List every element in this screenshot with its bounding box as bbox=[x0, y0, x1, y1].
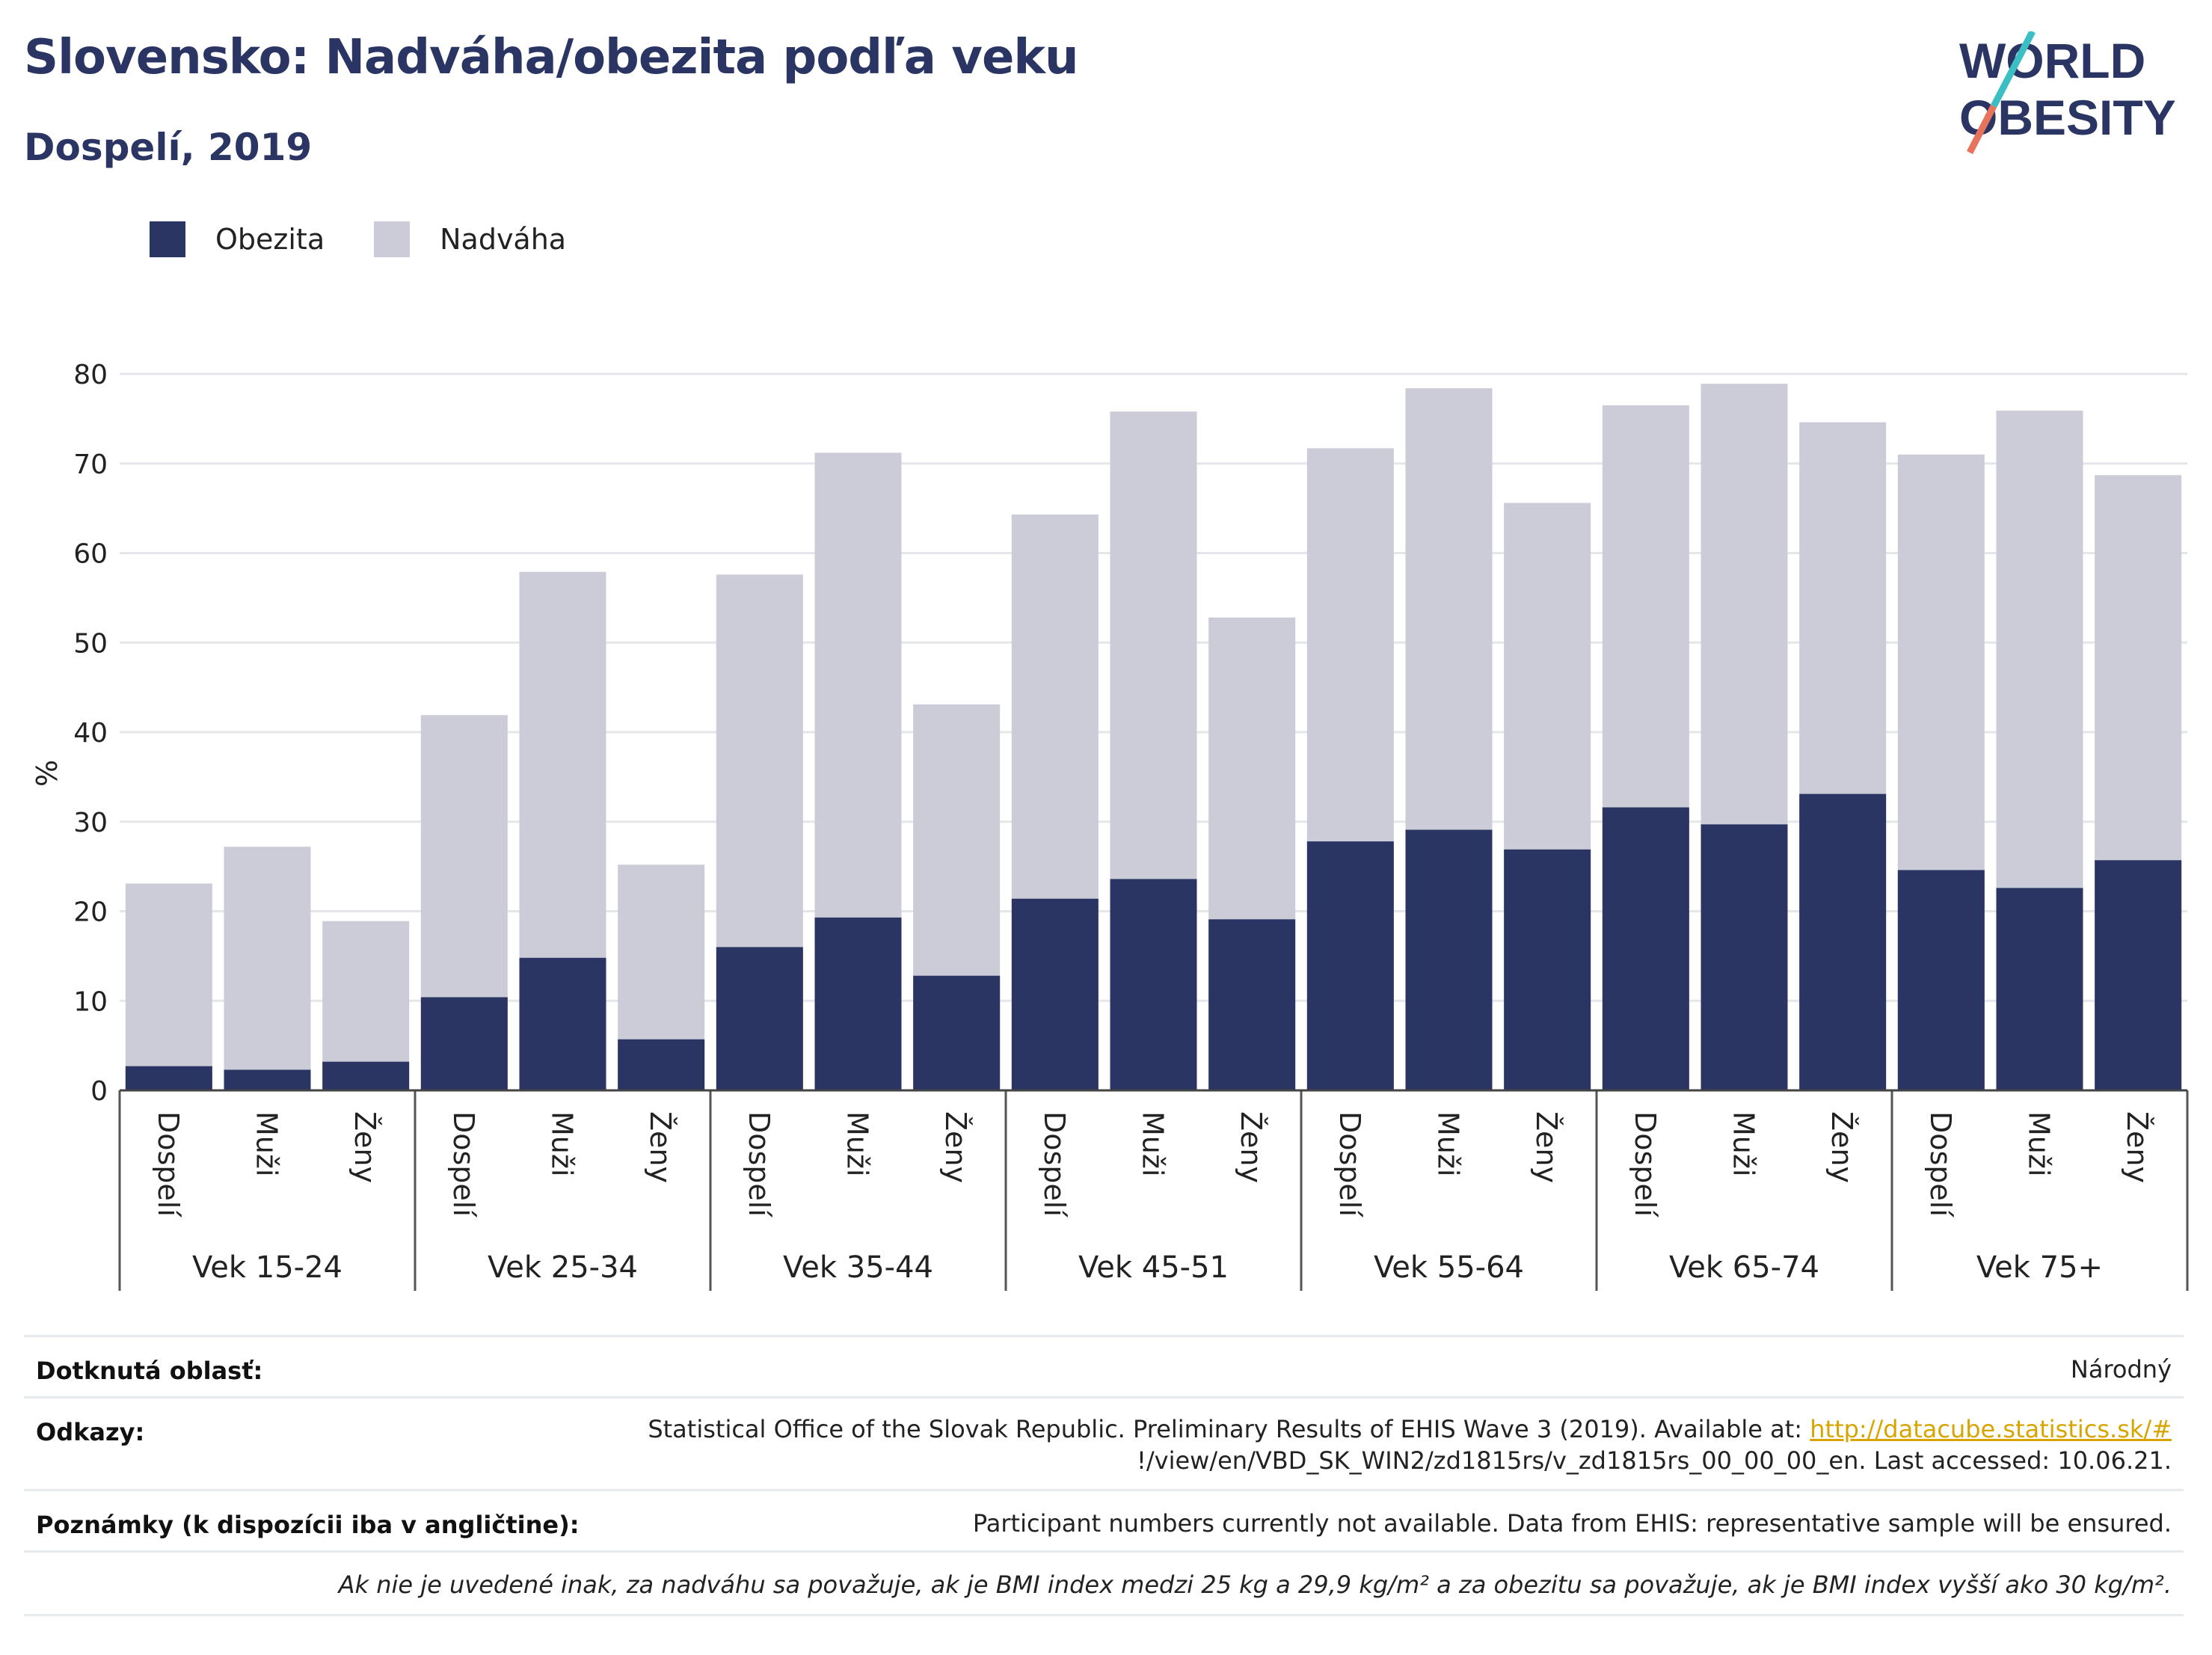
bar-obezita bbox=[420, 997, 508, 1090]
legend-item-obezita[interactable]: Obezita bbox=[150, 221, 325, 257]
legend-label-nadvaha: Nadváha bbox=[440, 223, 567, 256]
y-tick-label: 60 bbox=[73, 539, 108, 570]
bar-obezita bbox=[716, 947, 803, 1090]
x-tick-label: Dospelí bbox=[447, 1111, 480, 1218]
legend-swatch-obezita bbox=[150, 221, 185, 257]
notes-value: Participant numbers currently not availa… bbox=[972, 1509, 2172, 1538]
group-label: Vek 15-24 bbox=[192, 1250, 342, 1285]
logo-slash-teal bbox=[1991, 31, 2036, 108]
logo-slash-coral bbox=[1967, 104, 1997, 155]
x-tick-label: Ženy bbox=[644, 1111, 677, 1183]
y-axis-label: % bbox=[31, 760, 64, 787]
bar-obezita bbox=[1504, 849, 1591, 1090]
bar-obezita bbox=[2095, 860, 2182, 1090]
y-tick-label: 70 bbox=[73, 449, 108, 480]
chart-legend: Obezita Nadváha bbox=[150, 221, 615, 257]
x-tick-label: Muži bbox=[1727, 1111, 1760, 1176]
x-tick-label: Muži bbox=[546, 1111, 579, 1176]
x-tick-label: Ženy bbox=[348, 1111, 381, 1183]
bar-obezita bbox=[322, 1061, 410, 1090]
bar-obezita bbox=[125, 1066, 212, 1090]
x-tick-label: Ženy bbox=[1825, 1111, 1858, 1183]
group-label: Vek 25-34 bbox=[488, 1250, 638, 1285]
legend-item-nadvaha[interactable]: Nadváha bbox=[374, 221, 566, 257]
y-tick-label: 50 bbox=[73, 628, 108, 659]
refs-text2: !/view/en/VBD_SK_WIN2/zd1815rs/v_zd1815r… bbox=[1137, 1446, 2172, 1475]
bar-nadvaha bbox=[224, 847, 311, 1090]
notes-label: Poznámky (k dispozícii iba v angličtine)… bbox=[36, 1511, 580, 1539]
refs-link[interactable]: http://datacube.statistics.sk/# bbox=[1810, 1415, 2172, 1443]
bar-obezita bbox=[1208, 919, 1296, 1090]
y-tick-label: 20 bbox=[73, 897, 108, 928]
x-tick-label: Ženy bbox=[2121, 1111, 2154, 1183]
x-tick-label: Dospelí bbox=[1333, 1111, 1366, 1218]
x-tick-label: Muži bbox=[251, 1111, 283, 1176]
bar-obezita bbox=[913, 975, 1001, 1090]
bar-obezita bbox=[224, 1069, 311, 1090]
chart-title: Slovensko: Nadváha/obezita podľa veku bbox=[24, 30, 1078, 85]
x-tick-label: Dospelí bbox=[743, 1111, 775, 1218]
info-row-notes: Poznámky (k dispozícii iba v angličtine)… bbox=[24, 1489, 2184, 1553]
x-tick-label: Muži bbox=[2023, 1111, 2056, 1176]
bar-obezita bbox=[519, 957, 606, 1090]
world-obesity-logo: WORLD OBESITY bbox=[1959, 31, 2176, 155]
y-tick-label: 80 bbox=[73, 360, 108, 390]
group-label: Vek 55-64 bbox=[1374, 1250, 1524, 1285]
chart-subtitle: Dospelí, 2019 bbox=[24, 126, 313, 169]
info-row-definition: Ak nie je uvedené inak, za nadváhu sa po… bbox=[24, 1550, 2184, 1616]
group-label: Vek 65-74 bbox=[1669, 1250, 1819, 1285]
refs-text1: Statistical Office of the Slovak Republi… bbox=[648, 1415, 1810, 1443]
refs-label: Odkazy: bbox=[36, 1418, 145, 1446]
logo-line1: WORLD bbox=[1959, 33, 2145, 88]
bar-obezita bbox=[1996, 888, 2083, 1090]
bar-obezita bbox=[1306, 841, 1394, 1090]
definition-note: Ak nie je uvedené inak, za nadváhu sa po… bbox=[338, 1570, 2172, 1599]
x-tick-label: Dospelí bbox=[1629, 1111, 1662, 1218]
y-tick-label: 0 bbox=[90, 1076, 108, 1107]
x-tick-label: Dospelí bbox=[1038, 1111, 1071, 1218]
x-tick-label: Ženy bbox=[1235, 1111, 1268, 1183]
y-tick-label: 40 bbox=[73, 718, 108, 749]
legend-label-obezita: Obezita bbox=[215, 223, 325, 256]
x-tick-label: Muži bbox=[841, 1111, 874, 1176]
x-tick-label: Dospelí bbox=[152, 1111, 185, 1218]
bar-obezita bbox=[1602, 807, 1689, 1090]
x-tick-label: Dospelí bbox=[1924, 1111, 1957, 1218]
bar-nadvaha bbox=[125, 883, 212, 1090]
info-row-refs: Odkazy: Statistical Office of the Slovak… bbox=[24, 1396, 2184, 1491]
group-label: Vek 35-44 bbox=[783, 1250, 933, 1285]
group-label: Vek 75+ bbox=[1976, 1250, 2103, 1285]
x-tick-label: Muži bbox=[1432, 1111, 1465, 1176]
y-tick-label: 30 bbox=[73, 808, 108, 838]
area-label: Dotknutá oblasť: bbox=[36, 1357, 263, 1385]
bar-obezita bbox=[1701, 824, 1788, 1090]
legend-swatch-nadvaha bbox=[374, 221, 411, 257]
area-value: Národný bbox=[2070, 1355, 2172, 1384]
refs-value: Statistical Office of the Slovak Republi… bbox=[648, 1413, 2172, 1476]
bar-obezita bbox=[814, 917, 902, 1090]
info-row-area: Dotknutá oblasť: Národný bbox=[24, 1335, 2184, 1398]
bar-obezita bbox=[1110, 879, 1197, 1090]
bar-obezita bbox=[1799, 793, 1887, 1090]
x-tick-label: Ženy bbox=[939, 1111, 972, 1183]
x-tick-label: Ženy bbox=[1530, 1111, 1563, 1183]
y-tick-label: 10 bbox=[73, 986, 108, 1017]
logo-line2: OBESITY bbox=[1959, 90, 2176, 145]
group-label: Vek 45-51 bbox=[1078, 1250, 1229, 1285]
bar-obezita bbox=[618, 1039, 705, 1090]
x-tick-label: Muži bbox=[1137, 1111, 1170, 1176]
bar-obezita bbox=[1897, 870, 1985, 1090]
bar-obezita bbox=[1011, 898, 1099, 1090]
bar-chart: 0 10 20 30 40 50 60 70 80% Dospelí Muži Ženy Vek 15-… bbox=[31, 360, 2189, 1291]
bar-obezita bbox=[1405, 829, 1493, 1090]
